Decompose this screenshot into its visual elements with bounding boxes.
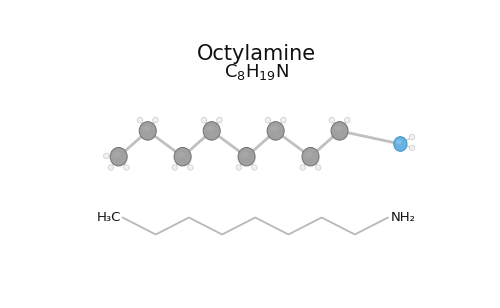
Circle shape bbox=[188, 165, 193, 170]
Circle shape bbox=[137, 117, 143, 123]
Ellipse shape bbox=[174, 148, 191, 166]
Ellipse shape bbox=[267, 122, 284, 140]
Ellipse shape bbox=[114, 151, 121, 157]
Circle shape bbox=[344, 117, 350, 123]
Ellipse shape bbox=[139, 122, 156, 140]
Ellipse shape bbox=[396, 140, 402, 144]
Circle shape bbox=[201, 117, 206, 123]
Ellipse shape bbox=[334, 125, 342, 132]
Circle shape bbox=[124, 165, 129, 170]
Ellipse shape bbox=[142, 125, 150, 132]
Circle shape bbox=[252, 165, 257, 170]
Ellipse shape bbox=[110, 148, 127, 166]
Circle shape bbox=[236, 165, 242, 170]
Text: NH₂: NH₂ bbox=[391, 211, 416, 224]
Ellipse shape bbox=[238, 148, 255, 166]
Ellipse shape bbox=[270, 125, 278, 132]
Circle shape bbox=[409, 145, 415, 151]
Circle shape bbox=[409, 134, 415, 140]
Ellipse shape bbox=[302, 148, 319, 166]
Circle shape bbox=[329, 117, 334, 123]
Ellipse shape bbox=[331, 122, 348, 140]
Circle shape bbox=[108, 165, 114, 170]
Ellipse shape bbox=[203, 122, 220, 140]
Ellipse shape bbox=[394, 137, 407, 151]
Circle shape bbox=[265, 117, 270, 123]
Text: C$_8$H$_{19}$N: C$_8$H$_{19}$N bbox=[224, 62, 289, 82]
Circle shape bbox=[104, 153, 109, 159]
Ellipse shape bbox=[241, 151, 249, 157]
Circle shape bbox=[172, 165, 178, 170]
Text: Octylamine: Octylamine bbox=[196, 44, 316, 64]
Circle shape bbox=[300, 165, 306, 170]
Ellipse shape bbox=[305, 151, 313, 157]
Circle shape bbox=[216, 117, 222, 123]
Ellipse shape bbox=[206, 125, 214, 132]
Circle shape bbox=[152, 117, 158, 123]
Circle shape bbox=[316, 165, 321, 170]
Text: H₃C: H₃C bbox=[96, 211, 120, 224]
Circle shape bbox=[280, 117, 286, 123]
Ellipse shape bbox=[177, 151, 185, 157]
